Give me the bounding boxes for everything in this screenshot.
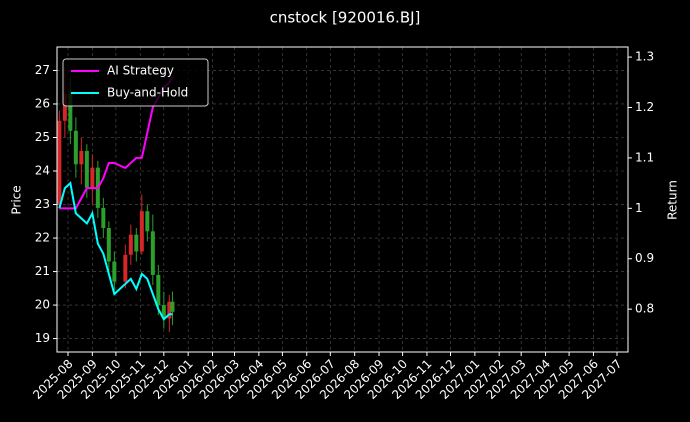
candle-body [128, 234, 133, 255]
candle-body [145, 211, 150, 232]
candle-body [161, 305, 166, 319]
candle-body [62, 93, 67, 121]
series-line [58, 181, 173, 321]
legend-label: Buy-and-Hold [107, 86, 188, 100]
y2-tick-label: 0.9 [635, 251, 654, 265]
legend-label: AI Strategy [107, 64, 174, 78]
candle-body [57, 120, 62, 205]
y-tick-label: 25 [35, 130, 50, 144]
y2-tick-label: 1.2 [635, 100, 654, 114]
candle-body [101, 207, 106, 228]
y2-tick-label: 0.8 [635, 302, 654, 316]
candle-body [106, 227, 111, 262]
y-tick-label: 21 [35, 264, 50, 278]
candle-body [123, 254, 128, 282]
candle-body [139, 211, 144, 252]
y-axis-label: Price [10, 185, 24, 214]
y-tick-label: 22 [35, 231, 50, 245]
y-tick-label: 20 [35, 298, 50, 312]
y2-tick-label: 1.3 [635, 50, 654, 64]
candle-body [112, 261, 117, 282]
candle-body [170, 301, 175, 312]
y-tick-label: 24 [35, 164, 50, 178]
candle-body [84, 150, 89, 188]
legend-box [62, 58, 209, 107]
candle-body [90, 167, 95, 188]
y-tick-label: 19 [35, 331, 50, 345]
candle-body [167, 301, 172, 319]
y2-tick-label: 1 [635, 201, 643, 215]
y2-axis-label: Return [666, 180, 680, 220]
candle-body [79, 150, 84, 165]
y2-tick-label: 1.1 [635, 150, 654, 164]
plot-frame [56, 46, 629, 353]
candle-body [73, 130, 78, 165]
y-tick-label: 27 [35, 63, 50, 77]
candle-body [134, 234, 139, 252]
y-tick-label: 23 [35, 197, 50, 211]
candle-body [156, 274, 161, 306]
candle-body [68, 93, 73, 131]
chart-title: cnstock [920016.BJ] [270, 9, 421, 27]
y-tick-label: 26 [35, 96, 50, 110]
candle-body [150, 231, 155, 275]
